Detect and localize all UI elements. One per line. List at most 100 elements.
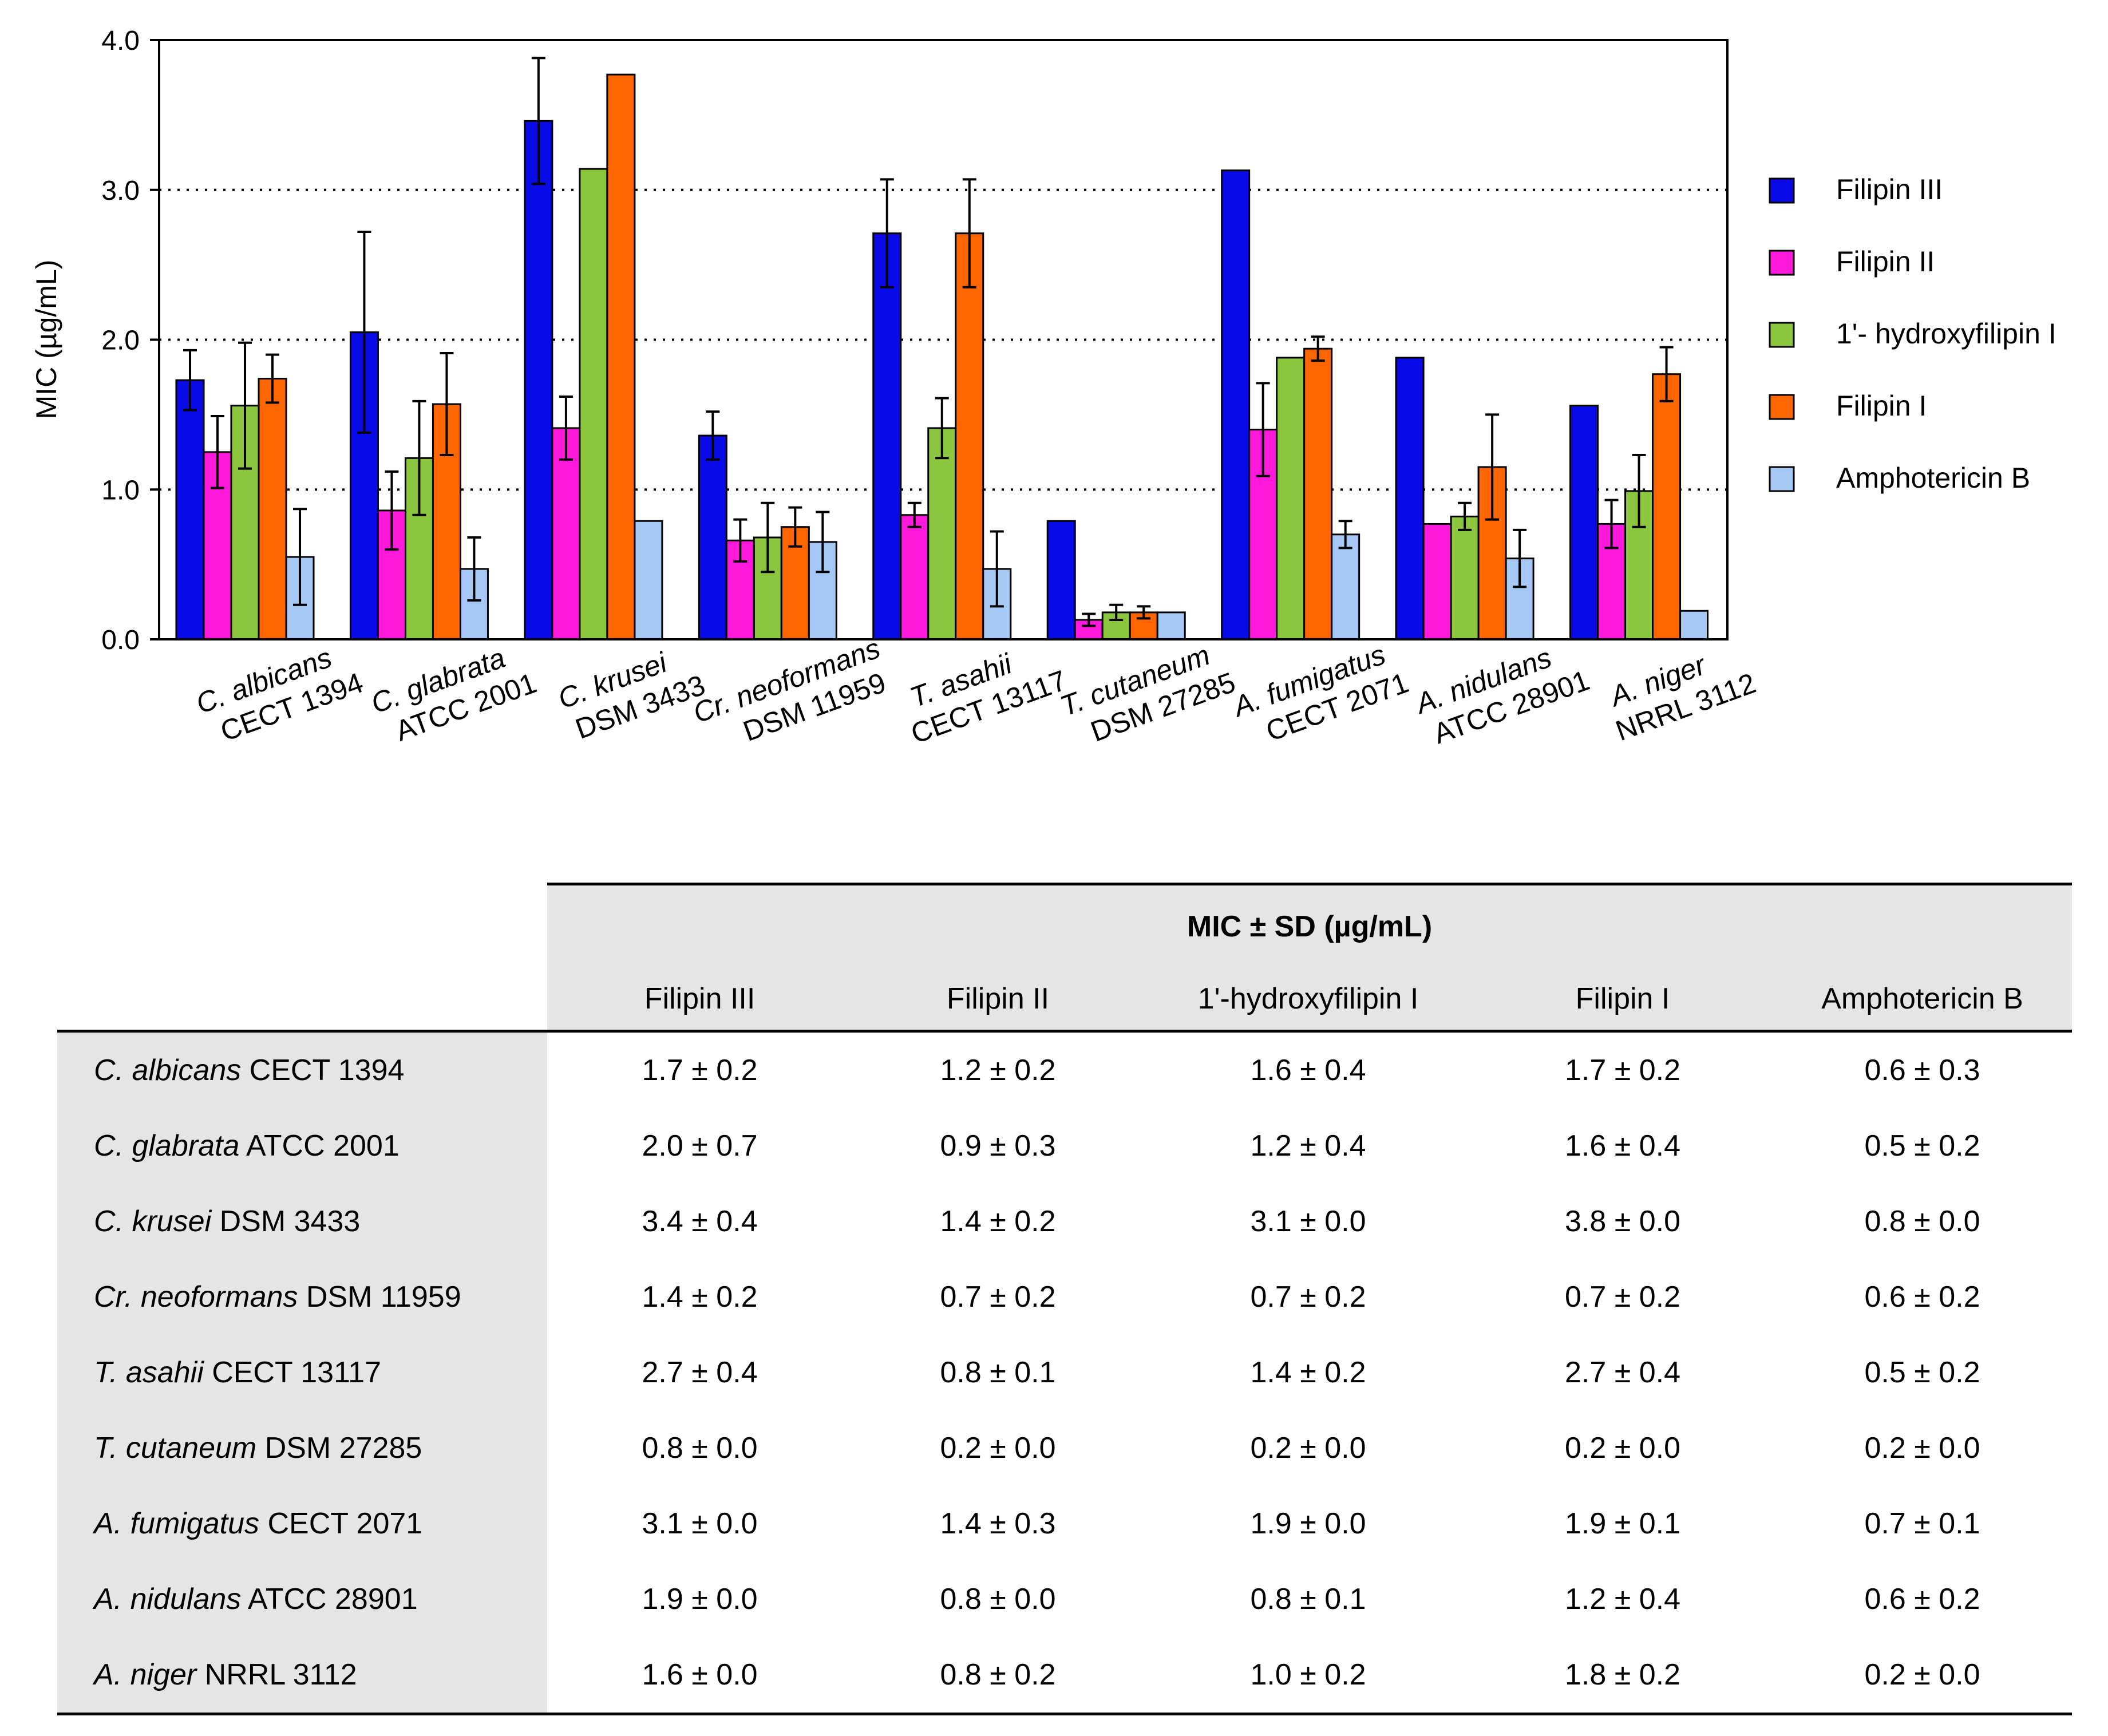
table-row: C. albicans CECT 1394 1.7 ± 0.2 1.2 ± 0.2 1… [57, 1030, 2072, 1108]
organism-species: A. niger [94, 1658, 197, 1691]
legend-label: Filipin III [1836, 173, 1943, 205]
mic-value-cell: 0.5 ± 0.2 [1864, 1129, 1980, 1162]
bar [927, 427, 957, 640]
organism-cell: A. nidulans ATCC 28901 [57, 1561, 547, 1637]
bar [1046, 520, 1076, 640]
mic-value-cell: 0.8 ± 0.2 [852, 1637, 1144, 1715]
bar [900, 514, 930, 640]
organism-species: Cr. neoformans [94, 1280, 298, 1314]
organism-species: C. krusei [94, 1205, 212, 1238]
organism-strain: CECT 1394 [241, 1054, 405, 1087]
mic-value-cell: 1.2 ± 0.4 [1564, 1583, 1680, 1616]
table-corner-lower [57, 968, 547, 1031]
y-tick-label: 3.0 [101, 176, 140, 206]
bar [1450, 515, 1480, 640]
table-row: A. nidulans ATCC 28901 1.9 ± 0.0 0.8 ± 0.0… [57, 1561, 2072, 1637]
organism-species: C. glabrata [94, 1129, 240, 1162]
organism-cell: C. glabrata ATCC 2001 [57, 1108, 547, 1184]
y-axis: 0.0 1.0 2.0 3.0 4.0 [101, 26, 159, 655]
table-header-title: MIC ± SD (µg/mL) [547, 883, 2073, 968]
legend-label: Amphotericin B [1836, 462, 2030, 494]
mic-value-cell: 1.7 ± 0.2 [1564, 1054, 1680, 1087]
mic-value-cell: 0.6 ± 0.2 [1864, 1583, 1980, 1616]
mic-value-cell: 1.9 ± 0.0 [642, 1583, 758, 1616]
organism-cell: A. fumigatus CECT 2071 [57, 1486, 547, 1561]
table-row: Cr. neoformans DSM 11959 1.4 ± 0.2 0.7 ± 0… [57, 1259, 2072, 1335]
mic-value-cell: 0.2 ± 0.0 [1773, 1637, 2073, 1715]
mic-value-cell: 0.8 ± 0.1 [1250, 1583, 1366, 1616]
mic-value-cell: 3.8 ± 0.0 [1564, 1205, 1680, 1238]
column-header: Amphotericin B [1773, 968, 2073, 1033]
mic-value-cell: 1.4 ± 0.2 [1250, 1356, 1366, 1389]
y-tick-label: 0.0 [101, 625, 140, 655]
bar [1331, 533, 1360, 640]
mic-value-cell: 1.2 ± 0.4 [1250, 1129, 1366, 1162]
bar [606, 73, 636, 640]
mic-value-cell: 0.2 ± 0.0 [940, 1431, 1056, 1465]
bar [872, 232, 902, 640]
table-row: A. fumigatus CECT 2071 3.1 ± 0.0 1.4 ± 0.3… [57, 1486, 2072, 1561]
organism-strain: DSM 3433 [211, 1205, 361, 1238]
mic-value-cell: 0.6 ± 0.2 [1864, 1280, 1980, 1314]
organism-cell: T. cutaneum DSM 27285 [57, 1410, 547, 1486]
bar [634, 520, 663, 640]
bar [1303, 347, 1333, 640]
mic-value-cell: 1.4 ± 0.2 [642, 1280, 758, 1314]
mic-table-container: MIC ± SD (µg/mL) Filipin III Filipin II … [57, 883, 2073, 1715]
organism-strain: CECT 13117 [203, 1356, 381, 1389]
mic-value-cell: 1.6 ± 0.4 [1250, 1054, 1366, 1087]
organism-strain: ATCC 2001 [239, 1129, 400, 1162]
mic-value-cell: 0.9 ± 0.3 [940, 1129, 1056, 1162]
mic-value-cell: 0.8 ± 0.0 [1864, 1205, 1980, 1238]
organism-species: A. nidulans [94, 1583, 242, 1616]
mic-value-cell: 2.7 ± 0.4 [642, 1356, 758, 1389]
table-row: T. cutaneum DSM 27285 0.8 ± 0.0 0.2 ± 0.0 0… [57, 1410, 2072, 1486]
mic-value-cell: 1.2 ± 0.2 [940, 1054, 1056, 1087]
y-tick-label: 1.0 [101, 475, 140, 505]
legend-swatch [1769, 250, 1795, 276]
mic-value-cell: 0.8 ± 0.1 [940, 1356, 1056, 1389]
organism-cell: Cr. neoformans DSM 11959 [57, 1259, 547, 1335]
bar [1395, 357, 1425, 640]
legend-swatch [1769, 394, 1795, 420]
mic-value-cell: 1.6 ± 0.4 [1564, 1129, 1680, 1162]
organism-species: C. albicans [94, 1054, 242, 1087]
organism-cell: C. albicans CECT 1394 [57, 1030, 547, 1108]
column-header: Filipin III [547, 968, 852, 1033]
legend-label: Filipin II [1836, 246, 1935, 278]
bar [698, 434, 727, 640]
bar [955, 232, 984, 640]
bar [1569, 405, 1599, 640]
organism-strain: CECT 2071 [259, 1507, 423, 1540]
mic-value-cell: 1.7 ± 0.2 [642, 1054, 758, 1087]
mic-value-cell: 1.9 ± 0.0 [1250, 1507, 1366, 1540]
table-row: A. niger NRRL 3112 1.6 ± 0.0 0.8 ± 0.2 1.0 … [57, 1637, 2073, 1715]
y-axis-title: MIC (µg/mL) [30, 260, 62, 420]
bar [524, 120, 553, 640]
mic-value-cell: 0.8 ± 0.0 [642, 1431, 758, 1465]
bar [349, 331, 379, 640]
organism-species: T. cutaneum [94, 1431, 257, 1465]
mic-value-cell: 0.7 ± 0.2 [1250, 1280, 1366, 1314]
mic-value-cell: 1.4 ± 0.3 [940, 1507, 1056, 1540]
organism-strain: DSM 27285 [256, 1431, 422, 1465]
mic-value-cell: 3.1 ± 0.0 [642, 1507, 758, 1540]
column-header: Filipin I [1473, 968, 1773, 1033]
mic-value-cell: 0.7 ± 0.2 [940, 1280, 1056, 1314]
legend: Filipin III Filipin II 1'- hydroxyfilipin … [1769, 173, 2056, 494]
organism-strain: ATCC 28901 [241, 1583, 418, 1616]
mic-value-cell: 0.6 ± 0.3 [1864, 1054, 1980, 1087]
legend-swatch [1769, 177, 1795, 204]
mic-value-cell: 3.1 ± 0.0 [1250, 1205, 1366, 1238]
table-row: C. glabrata ATCC 2001 2.0 ± 0.7 0.9 ± 0.3 1… [57, 1108, 2072, 1184]
bar [1276, 357, 1306, 640]
mic-value-cell: 1.8 ± 0.2 [1473, 1637, 1773, 1715]
bar [1156, 611, 1186, 640]
mic-value-cell: 0.8 ± 0.0 [940, 1583, 1056, 1616]
